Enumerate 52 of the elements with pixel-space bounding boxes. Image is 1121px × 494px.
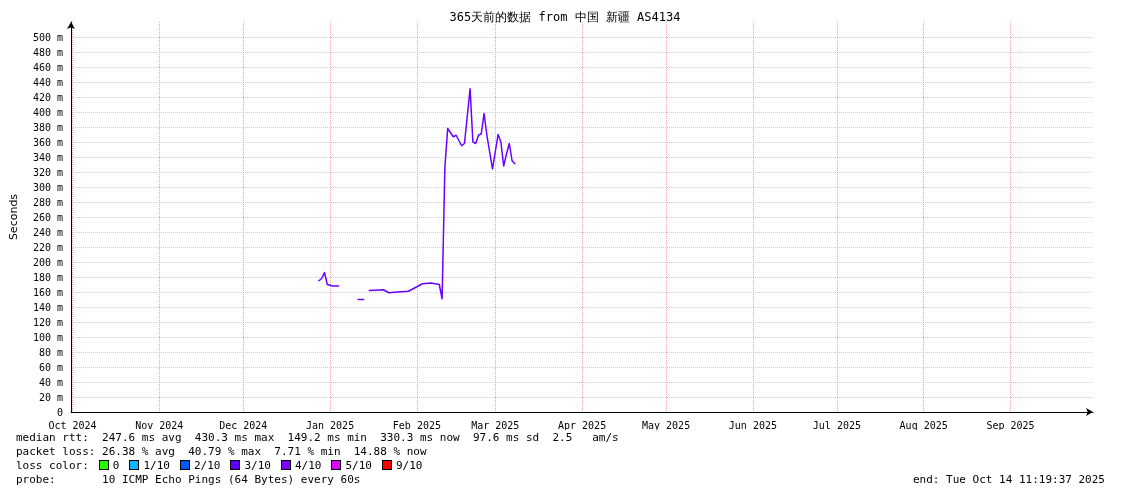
x-tick-label: Mar 2025 xyxy=(471,419,520,431)
y-tick-label: 440 m xyxy=(32,76,63,88)
text: 3/10 xyxy=(244,459,271,472)
x-tick-label: Oct 2024 xyxy=(48,419,97,431)
y-tick-label: 460 m xyxy=(32,61,63,73)
x-tick-label: Jun 2025 xyxy=(728,419,777,431)
y-tick-label: 420 m xyxy=(32,91,63,103)
y-tick-label: 80 m xyxy=(38,346,63,358)
y-tick-label: 360 m xyxy=(32,136,63,148)
text: 1/10 xyxy=(143,459,170,472)
y-tick-label: 220 m xyxy=(32,241,63,253)
text: 2/10 xyxy=(193,459,221,472)
y-tick-label: 340 m xyxy=(32,151,63,163)
x-tick-label: Aug 2025 xyxy=(899,419,948,431)
x-tick-label: Jul 2025 xyxy=(812,419,861,431)
y-tick-label: 20 m xyxy=(38,391,63,403)
x-tick-label: Sep 2025 xyxy=(986,419,1035,431)
x-tick-label: Apr 2025 xyxy=(557,419,607,431)
y-tick-label: 200 m xyxy=(32,256,63,268)
y-tick-label: 480 m xyxy=(32,46,63,58)
chart-title: 365天前的数据 from 中国 新疆 AS4134 xyxy=(449,10,681,24)
y-tick-label: 0 xyxy=(56,406,63,418)
text: 5/10 xyxy=(345,459,372,472)
y-tick-label: 120 m xyxy=(32,316,63,328)
y-tick-label: 300 m xyxy=(32,181,63,193)
y-tick-label: 140 m xyxy=(32,301,63,313)
text: 9/10 xyxy=(395,459,423,472)
y-tick-label: 60 m xyxy=(38,361,63,373)
x-tick-label: Dec 2024 xyxy=(219,419,268,431)
text: 0 xyxy=(112,459,120,472)
x-tick-label: May 2025 xyxy=(641,419,691,431)
y-tick-label: 40 m xyxy=(38,376,63,388)
y-tick-label: 160 m xyxy=(32,286,63,298)
y-tick-label: 180 m xyxy=(32,271,63,283)
text: 4/10 xyxy=(294,459,322,472)
y-tick-label: 280 m xyxy=(32,196,63,208)
x-tick-label: Feb 2025 xyxy=(392,419,441,431)
x-tick-label: Nov 2024 xyxy=(135,419,184,431)
text: end: Tue Oct 14 11:19:37 2025 xyxy=(912,473,1105,487)
text: probe: 10 ICMP Echo Pings (64 Bytes) every 60s xyxy=(16,473,361,487)
y-tick-label: 380 m xyxy=(32,121,63,133)
y-tick-label: 500 m xyxy=(32,31,63,43)
x-tick-label: Jan 2025 xyxy=(305,419,355,431)
text: loss color: xyxy=(16,459,89,472)
y-tick-label: 400 m xyxy=(32,106,63,118)
y-tick-label: 260 m xyxy=(32,211,63,223)
text: packet loss: 26.38 % avg 40.79 % max 7.71 % min 14.88 % now xyxy=(16,445,427,459)
y-axis-title: Seconds xyxy=(7,193,20,241)
y-tick-label: 100 m xyxy=(32,331,63,343)
y-tick-label: 320 m xyxy=(32,166,63,178)
y-tick-label: 240 m xyxy=(32,226,63,238)
text: median rtt: 247.6 ms avg 430.3 ms max 149.2 ms min 330.3 ms now 97.6 ms sd 2.5 am/s xyxy=(16,431,619,445)
